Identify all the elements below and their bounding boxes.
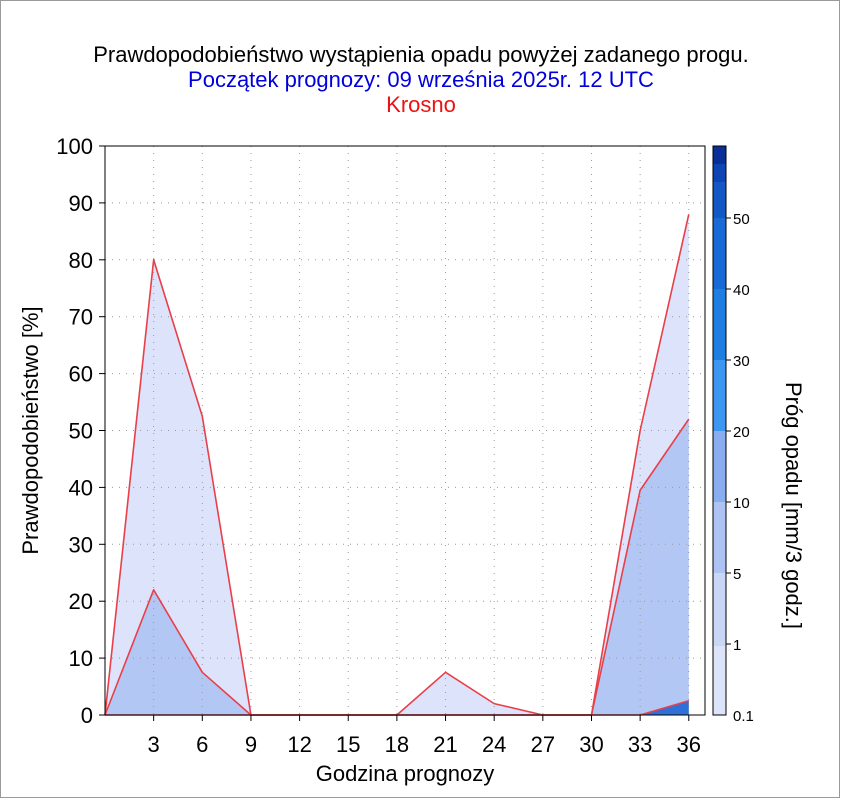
colorbar-tick-label: 0.1 [733,708,754,725]
area-fill-1 [105,419,689,715]
colorbar-tick-label: 50 [733,211,750,228]
y-tick-label: 50 [69,419,93,444]
colorbar-segment [713,646,726,715]
colorbar-segment [713,360,726,431]
colorbar-label: Próg opadu [mm/3 godz.] [781,382,806,629]
y-tick-label: 90 [69,191,93,216]
x-tick-label: 3 [148,732,160,757]
y-tick-label: 30 [69,532,93,557]
y-axis-ticks: 0 10 20 30 40 50 60 70 80 90 100 [56,134,105,728]
x-axis-label: Godzina prognozy [316,761,495,786]
colorbar [712,145,727,716]
y-tick-label: 10 [69,646,93,671]
colorbar-segment [713,502,726,573]
x-tick-label: 30 [579,732,603,757]
y-tick-label: 0 [81,703,93,728]
area-fill-0 [105,214,689,715]
y-axis-label: Prawdopodobieństwo [%] [18,306,43,554]
colorbar-tick-label: 30 [733,353,750,370]
colorbar-tick-label: 5 [733,566,741,583]
colorbar-segment [713,218,726,289]
x-axis-ticks: 3 6 9 12 15 18 21 24 27 30 33 36 [148,715,701,757]
chart-title: Prawdopodobieństwo wystąpienia opadu pow… [93,42,749,67]
x-tick-label: 18 [385,732,409,757]
x-tick-label: 36 [677,732,701,757]
x-tick-label: 12 [287,732,311,757]
x-tick-label: 27 [531,732,555,757]
x-tick-label: 24 [482,732,506,757]
colorbar-tick-label: 20 [733,424,750,441]
area-fills [105,214,689,715]
y-tick-label: 70 [69,305,93,330]
y-tick-label: 100 [56,134,93,159]
y-tick-label: 20 [69,589,93,614]
colorbar-segment [713,573,726,646]
x-tick-label: 21 [433,732,457,757]
x-tick-label: 6 [196,732,208,757]
colorbar-tick-label: 1 [733,637,741,654]
y-tick-label: 60 [69,362,93,387]
location-label: Krosno [386,92,456,117]
forecast-start-subtitle: Początek prognozy: 09 września 2025r. 12… [188,67,654,92]
colorbar-tick-label: 40 [733,282,750,299]
y-tick-label: 80 [69,248,93,273]
y-tick-label: 40 [69,475,93,500]
colorbar-segment [713,431,726,502]
x-tick-label: 15 [336,732,360,757]
colorbar-tick-labels: 0.1 1 5 10 20 30 40 50 [726,211,754,725]
colorbar-tick-label: 10 [733,495,750,512]
x-tick-label: 33 [628,732,652,757]
colorbar-segment [713,146,726,164]
colorbar-segment [713,164,726,182]
x-tick-label: 9 [245,732,257,757]
colorbar-segment [713,289,726,360]
colorbar-segment [713,182,726,218]
